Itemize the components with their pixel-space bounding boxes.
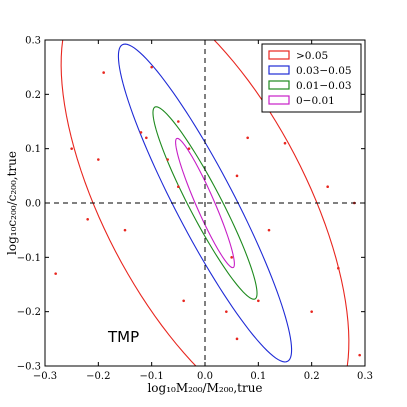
- scatter-point-series-0: [310, 310, 313, 313]
- ellipse-series-2: [152, 106, 258, 300]
- legend-swatch-3: [268, 95, 290, 105]
- x-tick-label: 0.3: [357, 371, 373, 382]
- scatter-point-series-0: [177, 185, 180, 188]
- scatter-point-series-0: [150, 65, 153, 69]
- x-tick-label: −0.3: [33, 371, 57, 382]
- scatter-point-series-0: [86, 218, 89, 221]
- tmp-annotation: TMP: [107, 328, 139, 346]
- ellipse-series-1: [117, 43, 293, 363]
- y-tick-label: 0.0: [25, 199, 41, 210]
- y-tick-label: −0.2: [17, 307, 41, 318]
- x-tick-label: −0.2: [86, 371, 110, 382]
- legend-label-0: >0.05: [296, 50, 328, 62]
- scatter-point-series-0: [235, 337, 239, 341]
- legend-swatch-1: [268, 65, 290, 75]
- scatter-point-series-0: [283, 141, 287, 145]
- legend-label-2: 0.01−0.03: [296, 80, 352, 92]
- x-tick-label: 0.1: [250, 371, 266, 382]
- scatter-point-series-0: [182, 299, 185, 303]
- scatter-point-series-0: [230, 256, 233, 259]
- scatter-point-series-0: [235, 174, 239, 178]
- scatter-point-series-0: [97, 158, 100, 161]
- scatter-point-series-0: [225, 310, 228, 313]
- ellipse-series-3: [175, 137, 235, 269]
- scatter-point-series-0: [54, 272, 57, 275]
- scatter-point-series-0: [267, 228, 271, 232]
- scatter-point-series-0: [166, 158, 169, 161]
- scatter-point-series-0: [257, 299, 260, 303]
- scatter-point-series-0: [187, 147, 191, 150]
- scatter-point-series-0: [145, 136, 148, 140]
- legend-swatch-2: [268, 80, 290, 90]
- y-tick-label: −0.1: [17, 253, 41, 264]
- legend-label-3: 0−0.01: [296, 95, 335, 107]
- scatter-point-series-0: [177, 120, 180, 123]
- scatter-point-series-0: [70, 147, 73, 150]
- scatter-point-series-0: [337, 266, 340, 270]
- legend-box: [261, 43, 362, 113]
- legend: >0.05 0.03−0.05 0.01−0.03 0−0.01: [261, 43, 362, 113]
- x-tick-label: −0.1: [140, 371, 164, 382]
- scatter-point-series-0: [139, 131, 143, 134]
- x-axis-label: log₁₀M₂₀₀/M₂₀₀,true: [147, 381, 262, 395]
- y-tick-label: 0.1: [25, 144, 41, 155]
- x-tick-label: 0.2: [304, 371, 320, 382]
- scatter-point-series-0: [358, 353, 361, 357]
- scatter-point-series-0: [246, 136, 249, 140]
- legend-swatch-0: [268, 50, 290, 60]
- scatter-point-series-0: [102, 71, 105, 74]
- scatter-point-series-0: [123, 228, 127, 232]
- y-tick-label: −0.3: [17, 362, 41, 373]
- y-tick-label: 0.3: [25, 36, 41, 47]
- x-tick-label: 0.0: [197, 371, 213, 382]
- y-axis-label: log₁₀c₂₀₀/c₂₀₀,true: [5, 151, 19, 255]
- scatter-point-series-0: [326, 185, 329, 188]
- legend-label-1: 0.03−0.05: [296, 65, 352, 77]
- y-tick-label: 0.2: [25, 90, 41, 101]
